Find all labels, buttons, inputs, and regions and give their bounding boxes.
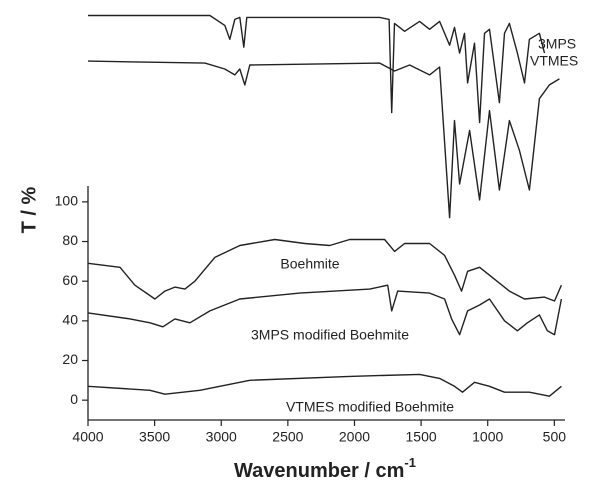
y-tick-label: 20 <box>62 351 78 367</box>
x-axis-title: Wavenumber / cm-1 <box>234 455 416 482</box>
y-tick-label: 80 <box>62 232 78 248</box>
spectrum-line <box>87 284 563 336</box>
y-tick-label: 40 <box>62 312 78 328</box>
series-label: VTMES <box>530 53 578 69</box>
spectrum-line <box>87 373 562 397</box>
y-tick-label: 0 <box>70 391 78 407</box>
spectrum-line <box>88 14 546 124</box>
series-label: Boehmite <box>280 256 339 272</box>
spectrum-line <box>87 60 560 219</box>
x-tick-label: 1000 <box>472 429 503 445</box>
x-tick-label: 2500 <box>272 429 303 445</box>
y-tick-label: 60 <box>62 272 78 288</box>
series-label: VTMES modified Boehmite <box>286 399 454 415</box>
x-tick-label: 500 <box>543 429 567 445</box>
spectrum-line <box>87 238 563 302</box>
x-tick-label: 1500 <box>406 429 437 445</box>
x-tick-label: 4000 <box>72 429 103 445</box>
x-tick-label: 2000 <box>339 429 370 445</box>
x-axis-title-sup: -1 <box>404 455 416 470</box>
y-tick-label: 100 <box>55 193 79 209</box>
x-tick-label: 3000 <box>206 429 237 445</box>
x-tick-label: 3500 <box>139 429 170 445</box>
y-axis-title: T / % <box>18 186 40 233</box>
series-label: 3MPS <box>538 36 576 52</box>
series-label: 3MPS modified Boehmite <box>251 327 409 343</box>
x-axis-title-text: Wavenumber / cm <box>234 460 404 482</box>
